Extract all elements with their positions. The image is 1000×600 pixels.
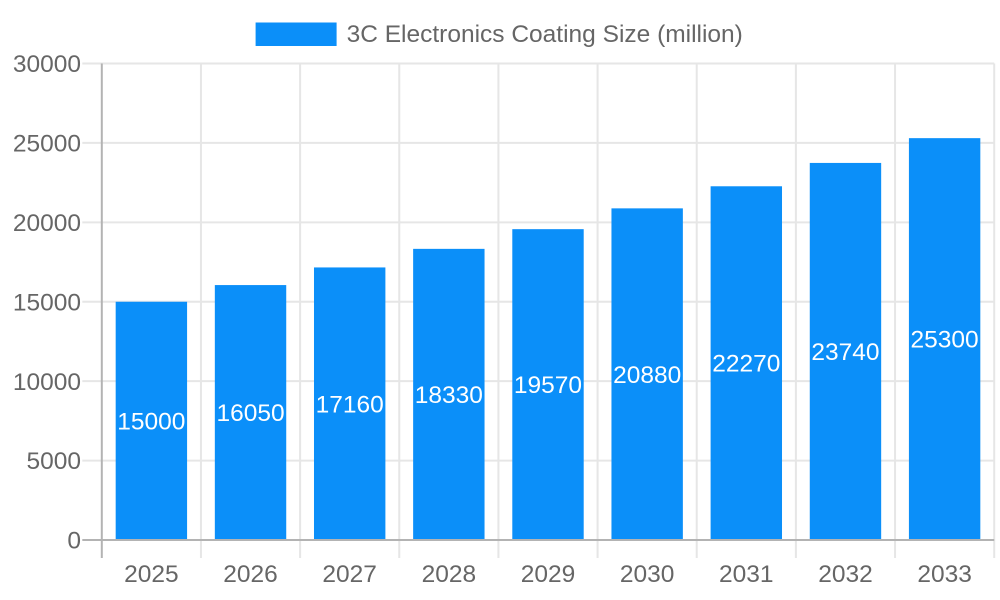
svg-text:25300: 25300 bbox=[911, 327, 979, 354]
svg-text:23740: 23740 bbox=[811, 339, 879, 366]
svg-text:20880: 20880 bbox=[613, 362, 681, 389]
svg-text:30000: 30000 bbox=[13, 51, 81, 78]
svg-text:5000: 5000 bbox=[26, 448, 81, 475]
svg-text:2030: 2030 bbox=[620, 561, 675, 588]
svg-text:2027: 2027 bbox=[322, 561, 377, 588]
svg-text:2029: 2029 bbox=[521, 561, 576, 588]
svg-text:25000: 25000 bbox=[13, 131, 81, 158]
svg-text:2031: 2031 bbox=[719, 561, 774, 588]
svg-text:19570: 19570 bbox=[514, 372, 582, 399]
svg-text:2028: 2028 bbox=[422, 561, 477, 588]
svg-text:15000: 15000 bbox=[117, 408, 185, 435]
svg-text:2032: 2032 bbox=[818, 561, 873, 588]
svg-text:22270: 22270 bbox=[712, 351, 780, 378]
svg-text:18330: 18330 bbox=[415, 382, 483, 409]
svg-text:2025: 2025 bbox=[124, 561, 179, 588]
svg-text:0: 0 bbox=[67, 528, 81, 555]
svg-text:15000: 15000 bbox=[13, 289, 81, 316]
svg-text:2026: 2026 bbox=[223, 561, 278, 588]
svg-text:10000: 10000 bbox=[13, 369, 81, 396]
svg-text:16050: 16050 bbox=[216, 400, 284, 427]
svg-text:2033: 2033 bbox=[917, 561, 972, 588]
svg-text:3C Electronics Coating Size (m: 3C Electronics Coating Size (million) bbox=[347, 21, 743, 48]
svg-text:17160: 17160 bbox=[316, 391, 384, 418]
svg-text:20000: 20000 bbox=[13, 210, 81, 237]
